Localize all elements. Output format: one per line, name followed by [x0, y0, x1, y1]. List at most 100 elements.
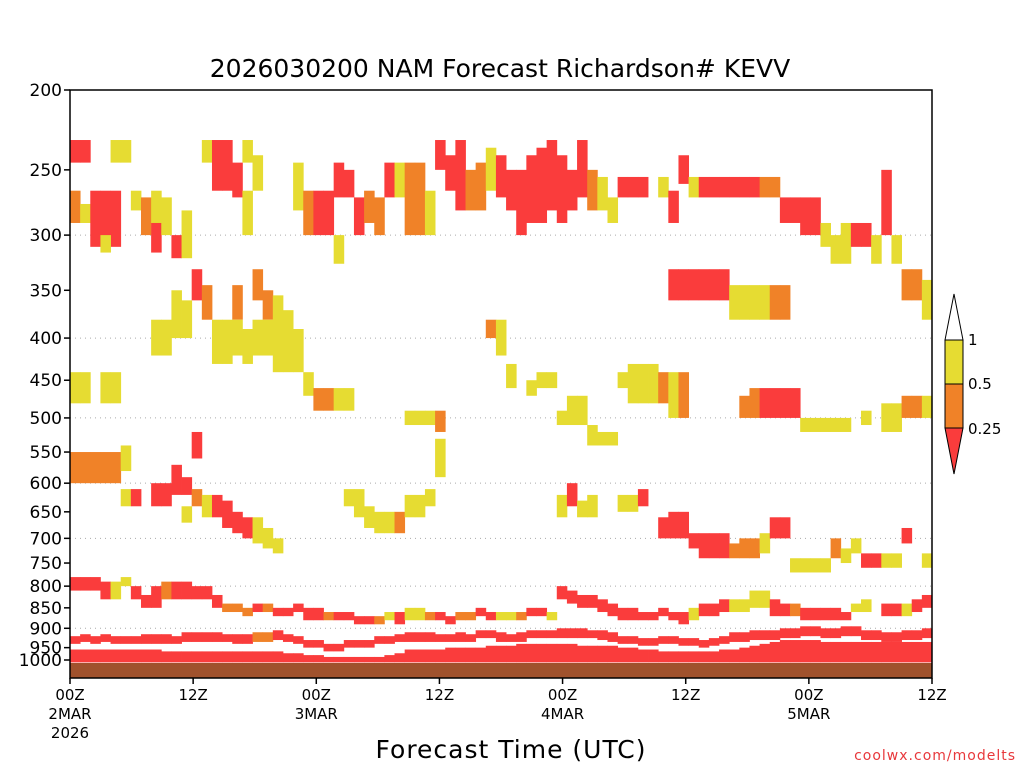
heatmap-cell [881, 632, 892, 642]
heatmap-cell [313, 640, 324, 648]
heatmap-cell [749, 630, 760, 641]
heatmap-cell [749, 388, 760, 418]
heatmap-cell [698, 640, 710, 648]
heatmap-cell [901, 630, 913, 641]
heatmap-cell [232, 603, 243, 613]
heatmap-cell [769, 388, 781, 418]
heatmap-cell [191, 586, 203, 600]
heatmap-cell [191, 489, 203, 507]
y-tick-label: 550 [30, 443, 62, 463]
heatmap-cell [384, 511, 395, 534]
heatmap-cell [830, 235, 842, 264]
heatmap-cell [364, 190, 375, 223]
heatmap-cell [800, 607, 811, 621]
heatmap-cell [181, 300, 193, 339]
legend-label-0-25: 0.25 [968, 420, 1001, 438]
heatmap-cell [293, 329, 304, 373]
heatmap-cell [171, 636, 182, 644]
heatmap-cell [830, 641, 842, 663]
heatmap-cell [343, 489, 355, 507]
heatmap-cell [222, 319, 233, 364]
heatmap-cell [678, 372, 690, 418]
heatmap-cell [871, 235, 882, 264]
heatmap-cell [211, 594, 223, 608]
heatmap-cell [323, 612, 335, 621]
heatmap-cell [211, 319, 223, 364]
heatmap-cell [566, 628, 578, 639]
heatmap-cell [506, 612, 517, 621]
heatmap-cell [729, 599, 740, 613]
heatmap-cell [739, 599, 750, 613]
heatmap-cell [171, 464, 182, 495]
heatmap-cell [790, 558, 801, 573]
heatmap-cell [353, 640, 365, 648]
heatmap-cell [546, 643, 558, 663]
heatmap-cell [343, 656, 355, 663]
heatmap-cell [779, 388, 791, 418]
heatmap-cell [151, 649, 162, 663]
heatmap-cell [293, 636, 304, 644]
heatmap-cell [861, 641, 872, 663]
heatmap-cell [678, 155, 690, 184]
heatmap-cell [313, 655, 324, 663]
heatmap-cell [242, 607, 253, 617]
heatmap-cell [556, 586, 568, 600]
heatmap-cell [637, 176, 649, 198]
heatmap-cell [658, 176, 669, 198]
heatmap-cell [556, 494, 568, 518]
heatmap-cell [577, 500, 588, 518]
heatmap-cell [303, 655, 314, 663]
heatmap-cell [130, 190, 142, 211]
heatmap-cell [110, 649, 122, 663]
heatmap-cell [668, 190, 679, 223]
heatmap-cell [252, 155, 264, 191]
heatmap-cell [850, 641, 862, 663]
heatmap-cell [637, 649, 649, 663]
heatmap-cell [252, 632, 264, 642]
heatmap-cell [688, 651, 700, 663]
heatmap-cell [343, 612, 355, 621]
legend-label-0-5: 0.5 [968, 375, 992, 393]
heatmap-cell [455, 612, 466, 621]
heatmap-cell [485, 612, 497, 621]
heatmap-cell [272, 538, 284, 554]
heatmap-cell [151, 319, 162, 356]
heatmap-cell [353, 489, 365, 518]
heatmap-cell [516, 612, 527, 621]
heatmap-cell [171, 290, 182, 339]
heatmap-cell [708, 651, 720, 663]
heatmap-cell [435, 649, 446, 663]
heatmap-cell [90, 452, 101, 484]
heatmap-cell [272, 607, 284, 617]
heatmap-cell [800, 626, 811, 637]
y-tick-label: 450 [30, 371, 62, 391]
heatmap-cell [779, 285, 791, 320]
x-tick-label: 12Z [425, 686, 454, 704]
heatmap-cell [779, 628, 791, 639]
heatmap-cell [891, 632, 902, 642]
heatmap-cell [546, 630, 558, 639]
heatmap-cell [140, 634, 152, 644]
y-axis-ticks: 200 250 300 350 400 450 500 550 600 650 700 750 8008… [19, 81, 70, 671]
heatmap-cell [901, 527, 913, 544]
heatmap-cell [252, 603, 264, 613]
heatmap-cell [485, 147, 497, 191]
heatmap-cell [881, 641, 892, 663]
heatmap-cell [232, 634, 243, 644]
x-tick-label: 00Z [548, 686, 577, 704]
heatmap-cell [587, 594, 598, 608]
x-axis-label: Forecast Time (UTC) [376, 735, 647, 764]
heatmap-cell [130, 636, 142, 644]
heatmap-cell [161, 634, 172, 644]
heatmap-cell [871, 553, 882, 568]
heatmap-cell [719, 533, 730, 559]
heatmap-cell [465, 169, 477, 211]
heatmap-cell [201, 632, 213, 642]
heatmap-cell [597, 630, 608, 641]
heatmap-cell [404, 607, 416, 621]
heatmap-cell [810, 607, 821, 621]
heatmap-cell [404, 162, 416, 236]
heatmap-cell [293, 162, 304, 211]
heatmap-cell [911, 599, 923, 613]
